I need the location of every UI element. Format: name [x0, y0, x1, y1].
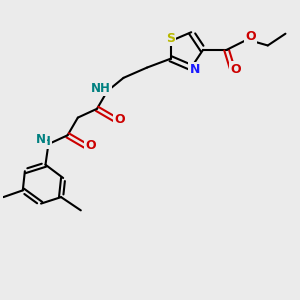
Text: S: S	[166, 32, 175, 45]
Text: N: N	[190, 63, 200, 76]
Text: NH: NH	[91, 82, 111, 95]
Text: N: N	[36, 133, 46, 146]
Text: O: O	[115, 112, 125, 126]
Text: H: H	[40, 135, 50, 148]
Text: O: O	[85, 139, 96, 152]
Text: O: O	[231, 62, 241, 76]
Text: O: O	[245, 30, 256, 43]
